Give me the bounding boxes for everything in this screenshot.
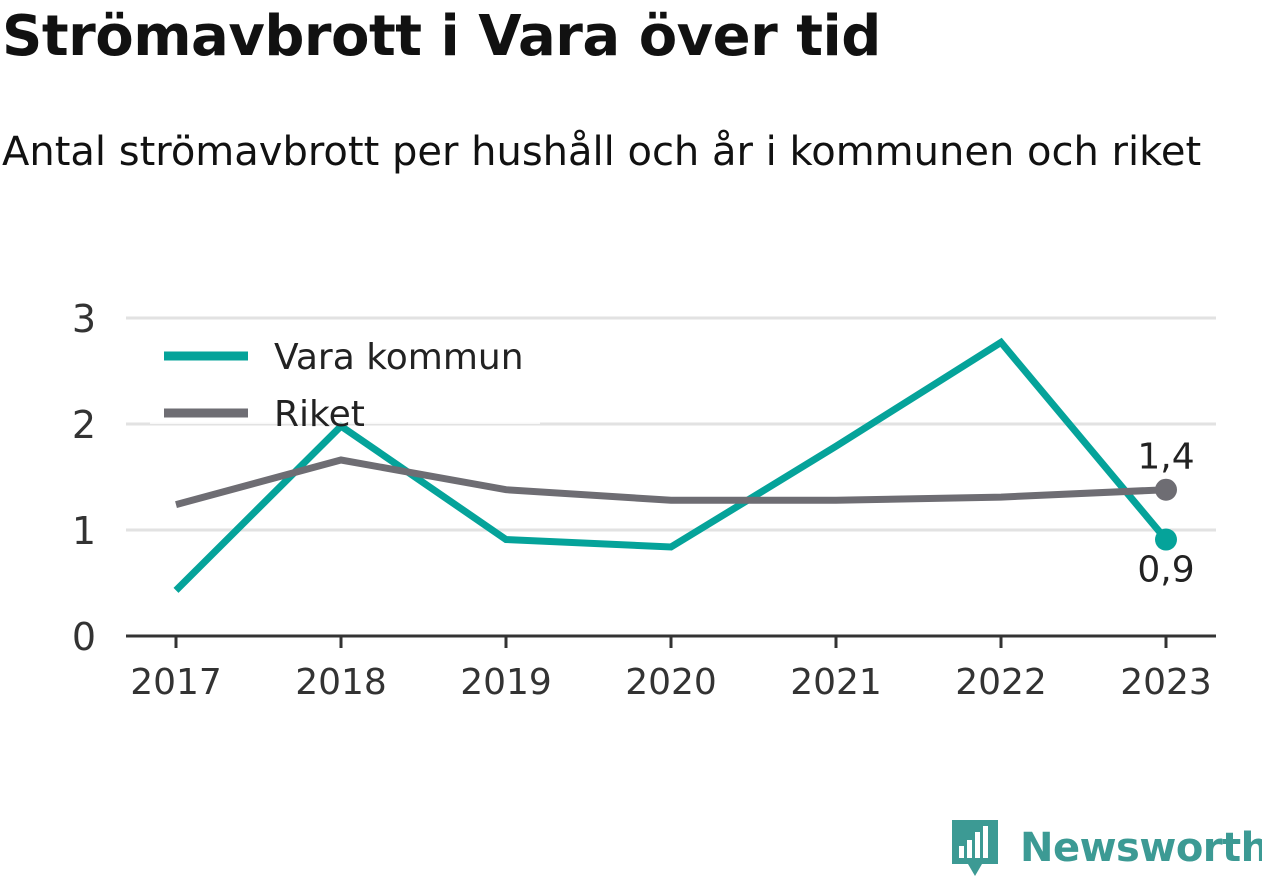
end-value-label: 1,4 (1137, 437, 1194, 478)
brand-name: Newsworthy (1020, 825, 1262, 871)
x-tick-label: 2022 (955, 662, 1047, 703)
y-tick-label: 0 (72, 615, 96, 659)
legend-background (150, 330, 540, 424)
x-tick-label: 2019 (460, 662, 552, 703)
end-value-label: 0,9 (1137, 550, 1194, 591)
x-tick-label: 2023 (1120, 662, 1212, 703)
newsworthy-logo-icon (952, 820, 998, 876)
y-tick-label: 2 (72, 403, 96, 447)
series-line (175, 456, 1167, 508)
x-tick-label: 2021 (790, 662, 882, 703)
y-tick-label: 1 (72, 509, 96, 553)
x-tick-label: 2020 (625, 662, 717, 703)
legend-label: Riket (274, 394, 365, 435)
series-line (173, 337, 1169, 593)
x-tick-label: 2018 (295, 662, 387, 703)
chart-subtitle: Antal strömavbrott per hushåll och år i … (2, 129, 1202, 175)
x-tick-label: 2017 (130, 662, 222, 703)
end-point-marker (1155, 528, 1177, 551)
end-point-marker (1155, 478, 1177, 501)
chart-title: Strömavbrott i Vara över tid (2, 4, 881, 69)
y-tick-label: 3 (72, 297, 96, 341)
legend-label: Vara kommun (274, 337, 524, 378)
newsworthy-brand: Newsworthy (950, 818, 1262, 878)
